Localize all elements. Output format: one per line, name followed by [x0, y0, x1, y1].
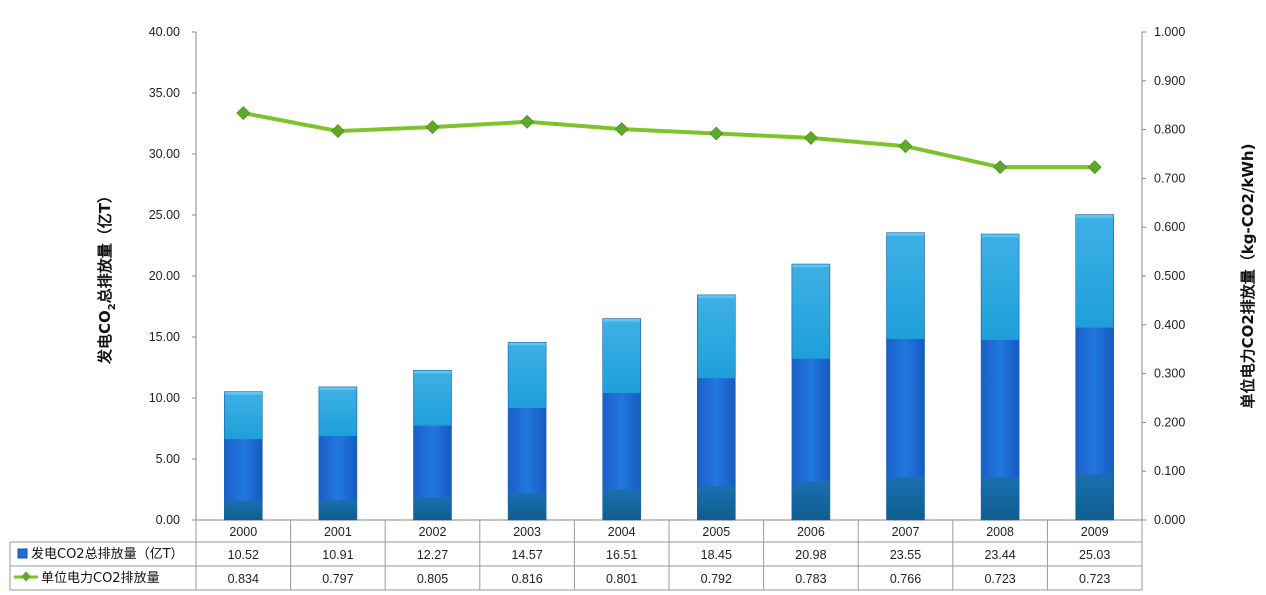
- left-tick-label: 10.00: [149, 391, 180, 405]
- bar-value-cell: 14.57: [511, 548, 542, 562]
- left-axis-ticks: 0.00 5.00 10.00 15.00 20.00 25.00 30.00 35.00 40…: [149, 25, 196, 527]
- bar-value-cell: 16.51: [606, 548, 637, 562]
- line-point: [520, 114, 535, 129]
- line-value-cell: 0.723: [984, 572, 1015, 586]
- bar-value-cell: 23.55: [890, 548, 921, 562]
- category-label: 2000: [229, 525, 257, 539]
- left-tick-label: 15.00: [149, 330, 180, 344]
- line-point: [236, 106, 251, 120]
- line-value-cell: 0.801: [606, 572, 637, 586]
- bar-value-cell: 10.52: [228, 548, 259, 562]
- right-axis-title: 单位电力CO2排放量（kg-CO2/kWh): [1239, 144, 1257, 409]
- left-tick-label: 40.00: [149, 25, 180, 39]
- bar: [980, 233, 1020, 521]
- bar-series: [224, 214, 1114, 521]
- category-label: 2002: [419, 525, 447, 539]
- category-label: 2001: [324, 525, 352, 539]
- data-table: 2000 10.52 0.834 2001 10.91 0.797 2002 12.27 0.8…: [9, 520, 1143, 591]
- line-point: [993, 160, 1008, 175]
- line-point: [898, 139, 913, 154]
- line-point: [614, 122, 629, 137]
- left-tick-label: 35.00: [149, 86, 180, 100]
- bar-value-cell: 18.45: [701, 548, 732, 562]
- right-tick-label: 0.500: [1154, 269, 1185, 283]
- bar: [602, 318, 642, 521]
- bar-value-cell: 20.98: [795, 548, 826, 562]
- category-label: 2003: [513, 525, 541, 539]
- category-label: 2008: [986, 525, 1014, 539]
- bar: [413, 370, 452, 521]
- right-tick-label: 0.100: [1154, 464, 1185, 478]
- bar: [1075, 214, 1114, 521]
- line-point: [803, 130, 818, 145]
- line-value-cell: 0.805: [417, 572, 448, 586]
- bar: [791, 263, 831, 521]
- bar: [696, 294, 736, 521]
- left-tick-label: 30.00: [149, 147, 180, 161]
- bar: [507, 341, 547, 521]
- category-label: 2007: [892, 525, 920, 539]
- bar: [224, 391, 263, 521]
- category-label: 2006: [797, 525, 825, 539]
- line-value-cell: 0.766: [890, 572, 921, 586]
- category-label: 2005: [702, 525, 730, 539]
- right-tick-label: 0.200: [1154, 415, 1185, 429]
- bar-legend-label: 发电CO2总排放量（亿T）: [31, 546, 184, 562]
- line-value-cell: 0.797: [322, 572, 353, 586]
- right-axis-ticks: 0.000 0.100 0.200 0.300 0.400 0.500 0.600 0.700…: [1142, 25, 1185, 527]
- bar-legend-key: [17, 548, 28, 559]
- right-tick-label: 0.600: [1154, 220, 1185, 234]
- right-tick-label: 0.400: [1154, 318, 1185, 332]
- category-label: 2004: [608, 525, 636, 539]
- line-value-cell: 0.816: [511, 572, 542, 586]
- right-tick-label: 0.800: [1154, 123, 1185, 137]
- right-tick-label: 1.000: [1154, 25, 1185, 39]
- left-tick-label: 25.00: [149, 208, 180, 222]
- right-tick-label: 0.300: [1154, 367, 1185, 381]
- category-label: 2009: [1081, 525, 1109, 539]
- line-point: [425, 120, 440, 135]
- bar-value-cell: 10.91: [322, 548, 353, 562]
- line-value-cell: 0.783: [795, 572, 826, 586]
- left-tick-label: 0.00: [156, 513, 180, 527]
- line-legend-label: 单位电力CO2排放量: [41, 571, 160, 586]
- left-axis-title: 发电CO2总排放量（亿T）: [96, 188, 118, 365]
- line-path: [242, 111, 1095, 170]
- left-tick-label: 5.00: [156, 452, 180, 466]
- bar-value-cell: 25.03: [1079, 548, 1110, 562]
- line-value-cell: 0.792: [701, 572, 732, 586]
- right-tick-label: 0.700: [1154, 171, 1185, 185]
- bar: [318, 386, 358, 521]
- line-point: [1087, 160, 1102, 175]
- right-tick-label: 0.900: [1154, 74, 1185, 88]
- bar: [886, 232, 925, 521]
- line-legend-marker: [21, 571, 31, 582]
- line-point: [709, 126, 724, 141]
- right-tick-label: 0.000: [1154, 513, 1185, 527]
- bar-value-cell: 12.27: [417, 548, 448, 562]
- line-point: [330, 124, 345, 138]
- left-tick-label: 20.00: [149, 269, 180, 283]
- line-series: [236, 106, 1102, 175]
- bar-value-cell: 23.44: [984, 548, 1015, 562]
- line-value-cell: 0.723: [1079, 572, 1110, 586]
- line-value-cell: 0.834: [228, 572, 259, 586]
